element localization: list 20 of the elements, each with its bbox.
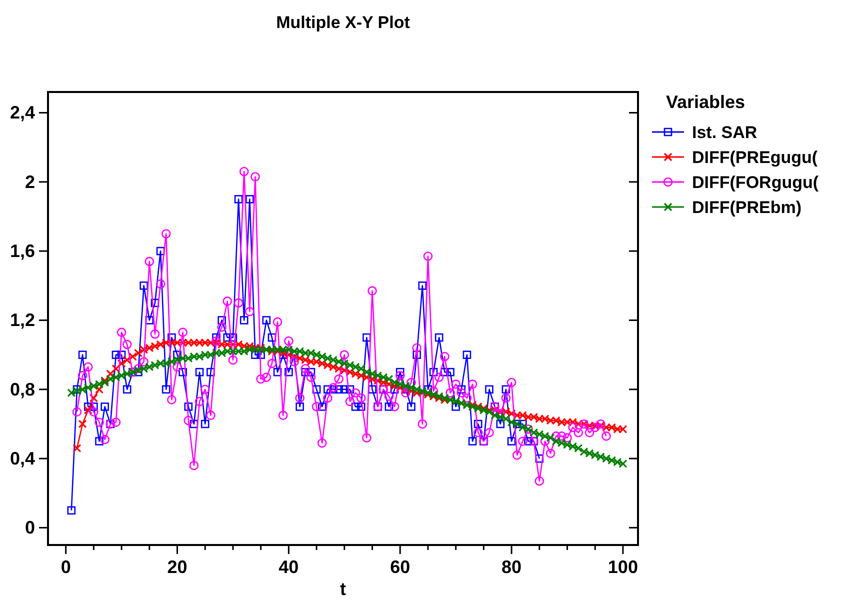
legend-title: Variables (666, 92, 746, 112)
y-tick-label: 0,8 (10, 379, 35, 400)
y-tick-label: 0,4 (10, 448, 35, 469)
legend-label: DIFF(PREbm) (692, 198, 802, 217)
x-tick-label: 80 (502, 557, 522, 577)
x-tick-label: 100 (608, 557, 638, 577)
legend-label: Ist. SAR (692, 123, 758, 142)
legend-label: DIFF(PREgugu( (692, 148, 818, 167)
y-tick-label: 0 (24, 518, 35, 538)
x-axis-title: t (340, 579, 346, 599)
y-tick-label: 1,6 (10, 241, 35, 262)
y-tick-label: 2,4 (10, 102, 35, 123)
x-tick-label: 20 (167, 557, 188, 577)
x-tick-label: 40 (278, 557, 299, 577)
y-tick-label: 1,2 (10, 310, 35, 330)
x-tick-label: 60 (390, 557, 410, 577)
x-tick-label: 0 (60, 557, 71, 577)
chart-title: Multiple X-Y Plot (276, 13, 410, 32)
legend-label: DIFF(FORgugu( (692, 173, 819, 192)
y-tick-label: 2 (24, 172, 35, 192)
